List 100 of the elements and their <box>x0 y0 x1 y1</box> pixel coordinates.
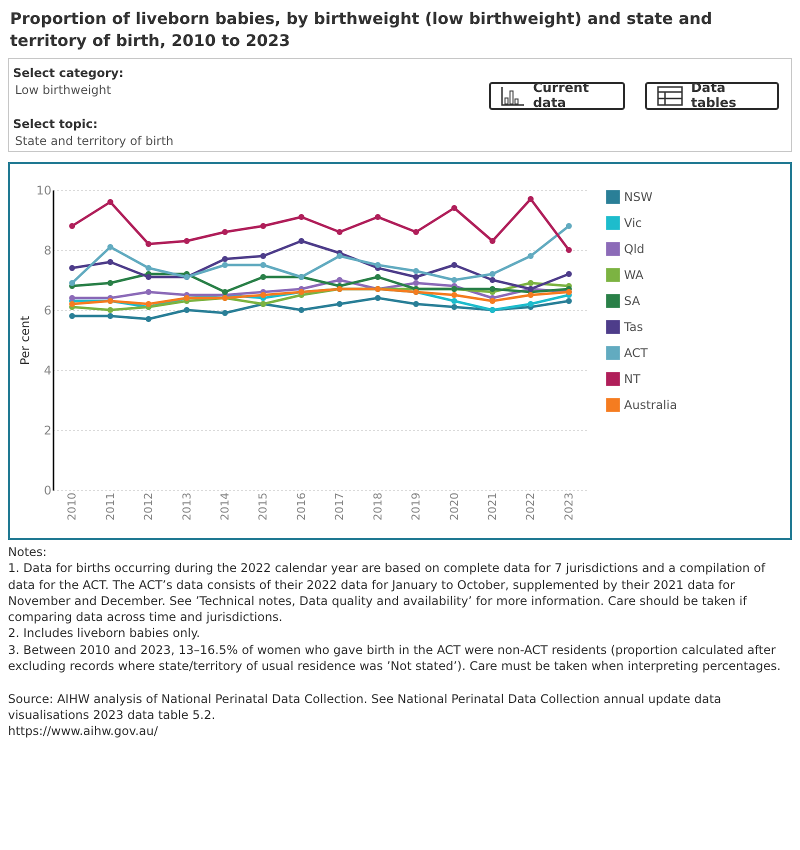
text: Notes: 1. Data for births occurring during the 2022 calendar year are based on complete data for 7 jurisdictions and a compilation of data for the ACT. The ACT’s data consists of their 2022 data for January to October, supplemented by their 2021 data for November and December. See ’Technical notes, Data quality and availability’ for more information. Care should be taken if comparing data across time and jurisdictions. 2. Includes liveborn babies only. 3. Between 2010 and 2023, 13–16.5% of women who gave birth in the ACT were non-ACT residents (proportion calculated after excluding records where state/territory of usual residence was ’Not stated’). Care must be taken when interpreting percentages. <box>8 545 781 674</box>
point <box>451 205 458 211</box>
x-tick-label: 2010 <box>66 492 79 520</box>
point <box>298 214 304 220</box>
point <box>222 229 228 235</box>
point <box>146 301 152 307</box>
point <box>298 307 304 313</box>
point <box>489 277 496 283</box>
point <box>528 301 534 307</box>
legend-label: Qld <box>624 242 644 256</box>
point <box>107 307 114 313</box>
legend-label: NSW <box>624 190 653 204</box>
legend-label: WA <box>624 268 644 282</box>
legend-label: Tas <box>623 320 643 334</box>
chart-title: Proportion of liveborn babies, by birthweight (low birthweight) and state and territory of birth, 2010 to 2023 <box>10 8 714 52</box>
point <box>107 199 114 205</box>
point <box>222 256 228 262</box>
point <box>566 298 572 304</box>
point <box>374 274 381 280</box>
point <box>528 196 534 202</box>
point <box>146 316 152 322</box>
point <box>451 262 458 268</box>
point <box>146 274 152 280</box>
point <box>374 214 381 220</box>
point <box>146 289 152 295</box>
x-tick-label: 2013 <box>180 492 194 520</box>
y-tick-label: 8 <box>44 244 52 258</box>
point <box>566 223 572 229</box>
point <box>260 253 266 259</box>
point <box>413 280 420 286</box>
point <box>374 262 381 268</box>
point <box>69 295 76 301</box>
point <box>451 304 458 310</box>
legend-label: SA <box>624 294 641 308</box>
point <box>146 241 152 247</box>
x-tick-label: 2014 <box>218 492 232 520</box>
point <box>374 295 381 301</box>
legend-label: ACT <box>624 346 648 360</box>
point <box>222 310 228 316</box>
text: State and territory of birth <box>15 134 174 148</box>
point <box>528 280 534 286</box>
x-tick-label: 2011 <box>104 492 117 520</box>
x-tick-label: 2018 <box>371 492 384 520</box>
x-tick-label: 2021 <box>486 492 499 520</box>
y-tick-label: 0 <box>44 484 52 498</box>
point <box>222 289 228 295</box>
point <box>260 274 266 280</box>
y-tick-label: 4 <box>44 364 52 378</box>
point <box>69 265 76 271</box>
point <box>413 229 420 235</box>
point <box>413 274 420 280</box>
point <box>69 301 76 307</box>
x-tick-label: 2017 <box>333 492 346 520</box>
legend-label: NT <box>624 372 641 386</box>
point <box>107 313 114 319</box>
x-tick-label: 2020 <box>448 492 461 520</box>
source-note: Source: AIHW analysis of National Perinatal Data Collection. See National Perinatal Data Collection annual update data visualisations 2023 data table 5.2. https://www.aihw.gov.au/ <box>8 692 722 738</box>
point <box>336 277 343 283</box>
point <box>184 307 190 313</box>
point <box>69 280 76 286</box>
point <box>107 280 114 286</box>
point <box>566 271 572 277</box>
x-tick-label: 2015 <box>256 492 270 520</box>
point <box>489 286 496 292</box>
point <box>528 292 534 298</box>
point <box>107 244 114 250</box>
point <box>566 247 572 253</box>
point <box>489 271 496 277</box>
point <box>413 301 420 307</box>
x-tick-label: 2012 <box>142 492 156 520</box>
text: Select category: <box>13 66 124 80</box>
point <box>69 223 76 229</box>
x-tick-label: 2016 <box>294 492 308 520</box>
text: Low birthweight <box>15 83 112 97</box>
y-tick-label: 2 <box>44 424 52 438</box>
text: Select topic: <box>13 117 98 131</box>
point <box>489 238 496 244</box>
point <box>336 253 343 259</box>
point <box>146 265 152 271</box>
point <box>260 292 266 298</box>
x-tick-label: 2022 <box>524 492 538 520</box>
point <box>107 259 114 265</box>
point <box>69 313 76 319</box>
point <box>451 277 458 283</box>
x-tick-label: 2023 <box>562 492 576 520</box>
y-tick-label: 10 <box>36 184 52 198</box>
point <box>413 268 420 274</box>
point <box>260 223 266 229</box>
point <box>222 262 228 268</box>
legend-label: Australia <box>624 398 678 412</box>
y-tick-label: 6 <box>44 304 52 318</box>
point <box>298 238 304 244</box>
point <box>528 253 534 259</box>
x-tick-label: 2019 <box>410 492 423 520</box>
legend-label: Vic <box>624 216 642 230</box>
point <box>451 298 458 304</box>
y-axis-title: Per cent <box>18 316 32 366</box>
point <box>336 301 343 307</box>
point <box>451 292 458 298</box>
point <box>489 298 496 304</box>
